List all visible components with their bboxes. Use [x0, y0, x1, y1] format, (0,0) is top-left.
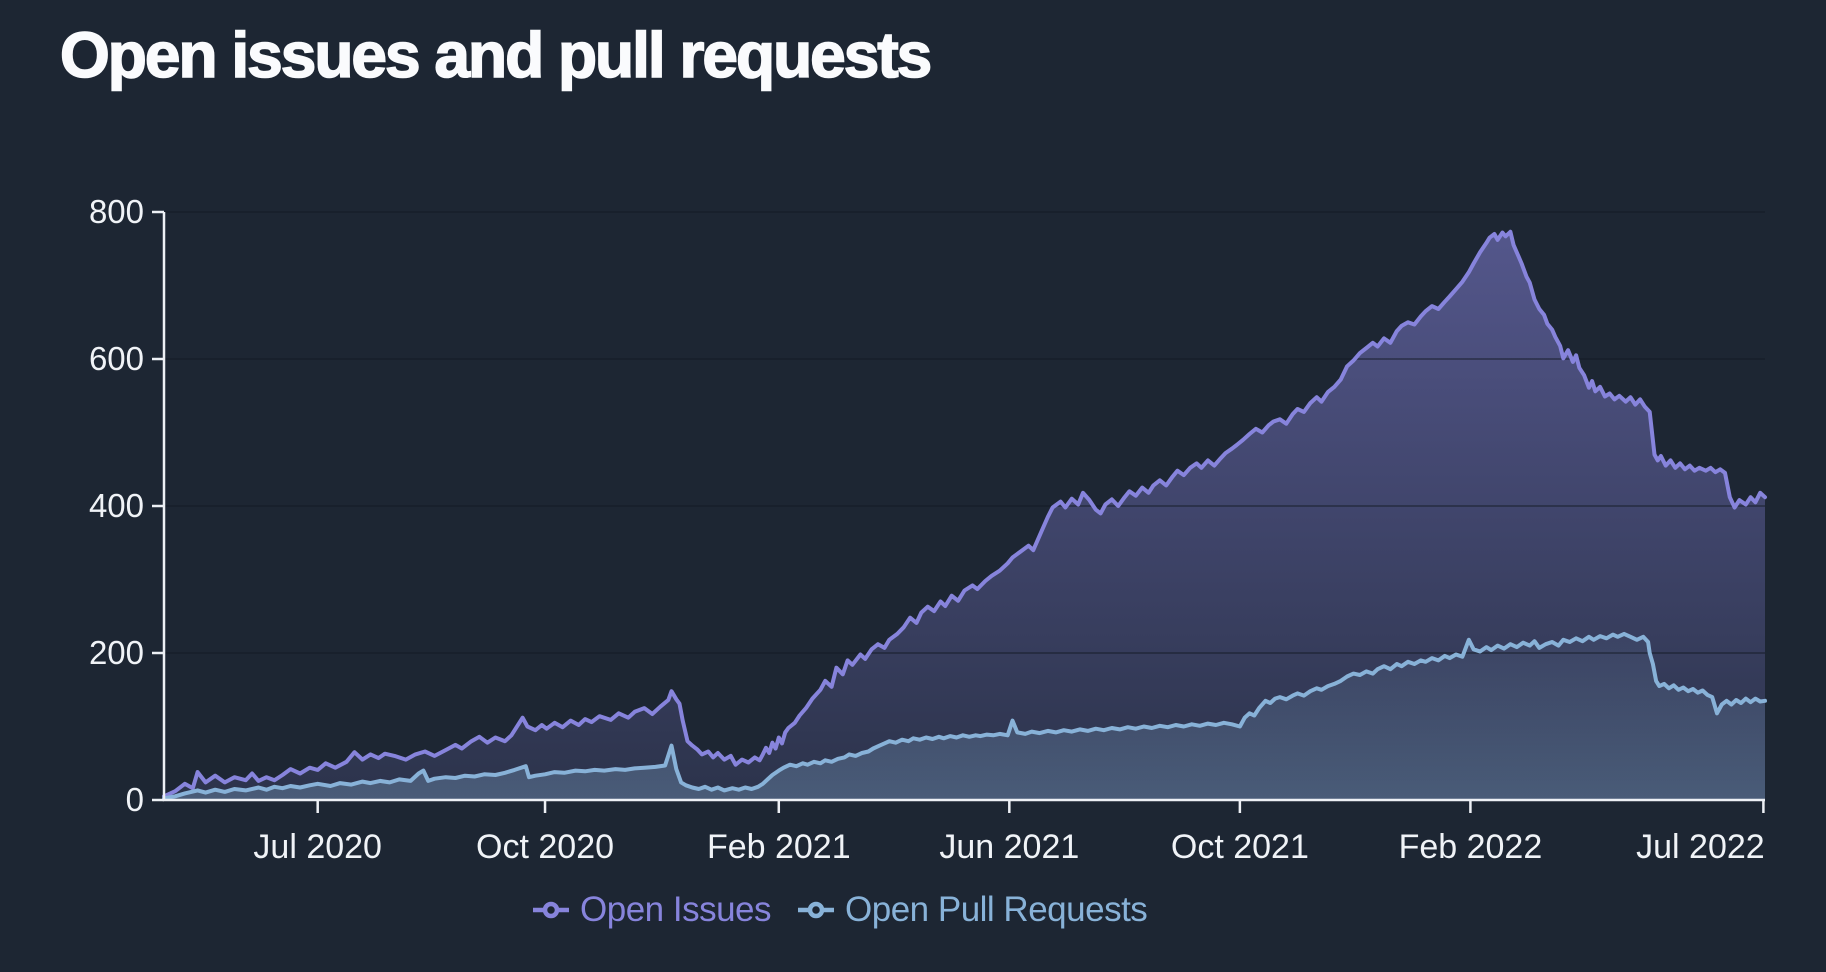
- open-pull-requests-legend-marker-icon: [798, 901, 834, 919]
- x-tick-label: Jul 2022: [1636, 828, 1765, 866]
- open-issues-line: [162, 229, 1767, 799]
- open-pull-requests-area: [164, 633, 1765, 800]
- legend-label-open-issues: Open Issues: [580, 890, 772, 929]
- x-tick-label: Oct 2020: [476, 828, 614, 866]
- x-tick-label: Oct 2021: [1171, 828, 1309, 866]
- legend-label-open-pull-requests: Open Pull Requests: [845, 890, 1148, 929]
- x-tick-label: Feb 2022: [1399, 828, 1543, 866]
- y-tick-label: 400: [89, 487, 144, 524]
- y-tick-label: 0: [126, 781, 144, 818]
- legend-item-open-pull-requests[interactable]: Open Pull Requests: [797, 890, 1148, 930]
- x-tick-label: Jul 2020: [253, 828, 382, 866]
- open-pull-requests-line: [162, 631, 1767, 801]
- x-tick-label: Feb 2021: [707, 828, 851, 866]
- chart-legend: Open Issues Open Pull Requests: [532, 882, 1148, 938]
- chart-title: Open issues and pull requests: [59, 18, 933, 92]
- y-tick-label: 800: [89, 193, 144, 230]
- y-tick-label: 200: [89, 634, 144, 671]
- open-issues-legend-marker-icon: [533, 901, 569, 919]
- open-issues-area: [164, 231, 1765, 801]
- legend-item-open-issues[interactable]: Open Issues: [532, 890, 772, 930]
- x-tick-label: Jun 2021: [939, 828, 1079, 866]
- y-tick-label: 600: [89, 340, 144, 377]
